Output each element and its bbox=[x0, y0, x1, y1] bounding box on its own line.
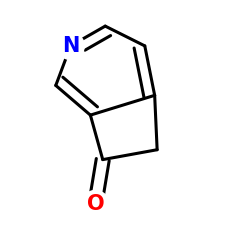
Circle shape bbox=[82, 190, 109, 218]
Circle shape bbox=[57, 32, 84, 60]
Text: O: O bbox=[86, 194, 104, 214]
Text: N: N bbox=[62, 36, 79, 56]
